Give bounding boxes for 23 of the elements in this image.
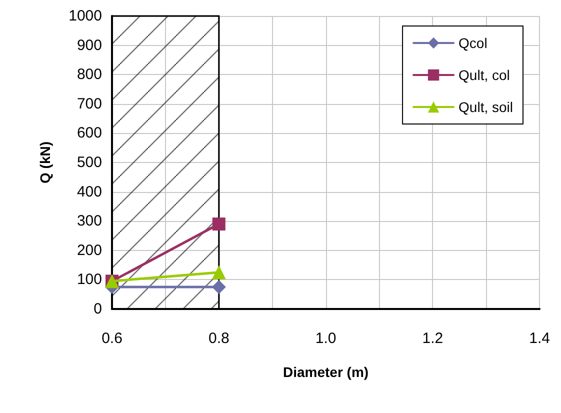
y-tick-label: 600	[76, 124, 102, 142]
y-tick-label: 400	[76, 183, 102, 200]
y-tick-label: 100	[76, 271, 102, 288]
legend-label: Qcol	[458, 35, 488, 51]
x-tick-label: 0.6	[102, 330, 122, 347]
x-axis-title: Diameter (m)	[282, 364, 369, 380]
legend-label: Qult, col	[458, 67, 510, 83]
y-tick-label: 700	[76, 95, 102, 112]
y-tick-label: 200	[76, 242, 102, 259]
x-tick-label: 1.0	[315, 330, 336, 347]
y-tick-label: 800	[76, 66, 102, 84]
y-tick-label: 900	[76, 36, 102, 54]
x-tick-label: 1.2	[422, 330, 444, 347]
point	[212, 218, 226, 231]
y-axis-title: Q (kN)	[37, 142, 53, 184]
y-tick-label: 0	[94, 300, 102, 318]
x-tick-label: 0.8	[208, 330, 230, 347]
point	[212, 280, 226, 294]
y-tick-label: 500	[76, 154, 102, 171]
legend-label: Qult, soil	[458, 99, 514, 115]
x-tick-label: 1.4	[529, 330, 550, 347]
y-tick-label: 1000	[68, 8, 102, 24]
y-tick-label: 300	[76, 212, 102, 230]
